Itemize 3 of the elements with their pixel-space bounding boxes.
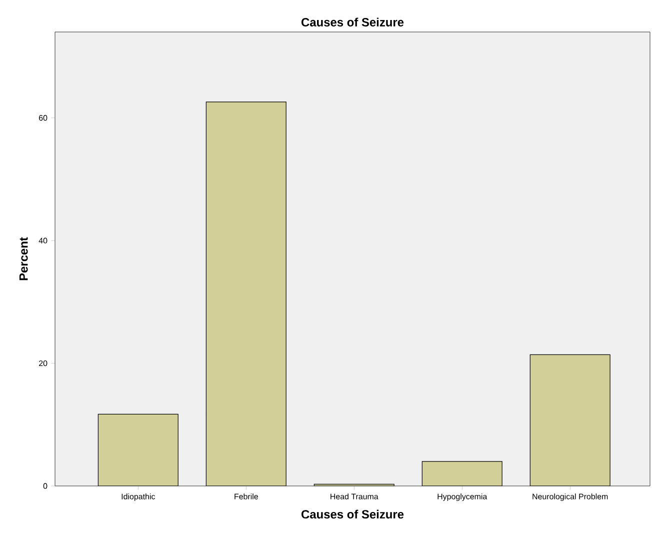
chart-title: Causes of Seizure bbox=[302, 18, 404, 26]
x-axis-title: Causes of Seizure bbox=[302, 510, 404, 519]
y-axis-title: Percent bbox=[19, 237, 28, 280]
